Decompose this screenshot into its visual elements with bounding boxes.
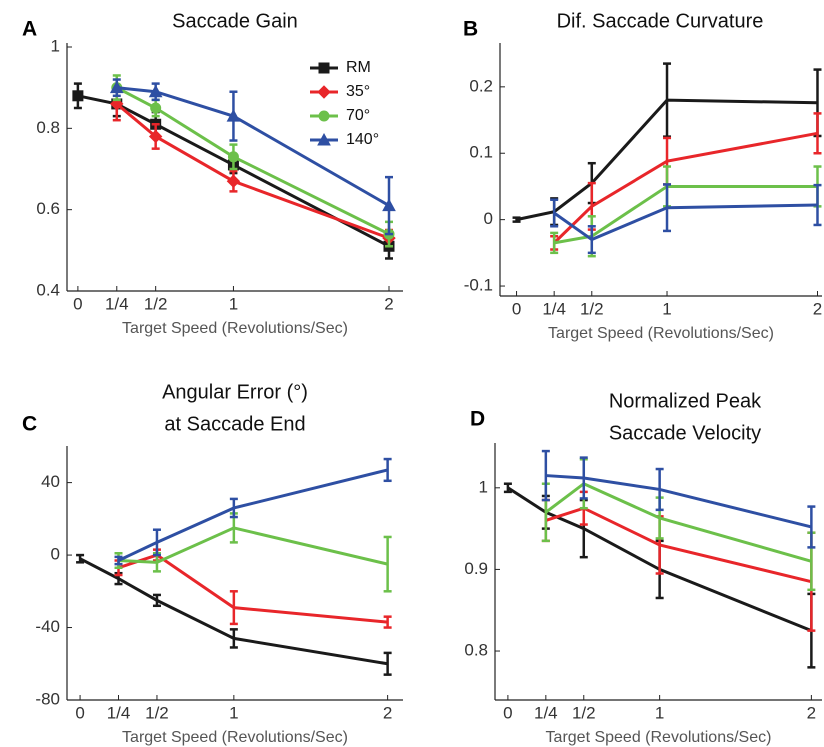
x-tick-label: 1/4 [534, 703, 558, 722]
legend-label: 35° [346, 83, 370, 100]
series-line [118, 553, 388, 624]
x-tick-label: 1/2 [572, 703, 596, 722]
x-tick-label: 2 [813, 299, 822, 318]
x-tick-label: 1/4 [542, 299, 566, 318]
y-tick-label: 40 [41, 472, 60, 491]
x-axis-label: Target Speed (Revolutions/Sec) [546, 729, 772, 746]
data-point [109, 80, 124, 94]
data-point [226, 174, 241, 188]
x-tick-label: 0 [512, 299, 521, 318]
data-point [227, 151, 239, 163]
panel-label: B [463, 18, 478, 41]
series-line [545, 506, 812, 584]
legend-label: RM [346, 59, 371, 76]
legend-marker [318, 110, 330, 122]
x-tick-label: 1 [662, 299, 671, 318]
y-tick-label: 0 [484, 209, 493, 228]
y-tick-label: 0.1 [469, 143, 493, 162]
x-tick-label: 2 [807, 703, 816, 722]
y-tick-label: -80 [35, 689, 60, 708]
y-tick-label: -40 [35, 617, 60, 636]
x-tick-label: 2 [383, 703, 392, 722]
legend-marker [317, 85, 331, 99]
x-tick-label: 1 [655, 703, 664, 722]
y-tick-label: 0.6 [36, 199, 60, 218]
series-line [545, 474, 812, 529]
legend-label: 70° [346, 107, 370, 124]
y-tick-label: 0.8 [464, 641, 488, 660]
series-line [118, 526, 388, 566]
panel-label: A [22, 18, 37, 41]
x-tick-label: 1 [229, 294, 238, 313]
legend-marker [317, 132, 331, 146]
x-axis-label: Target Speed (Revolutions/Sec) [122, 320, 348, 337]
series-line [553, 203, 818, 242]
data-point [226, 109, 241, 122]
data-point [148, 84, 163, 98]
series-line [117, 468, 388, 562]
series-line [115, 102, 390, 240]
x-tick-label: 1/4 [107, 703, 131, 722]
x-tick-label: 1/2 [144, 294, 168, 313]
y-tick-label: 1 [51, 36, 60, 55]
x-axis-label: Target Speed (Revolutions/Sec) [548, 325, 774, 342]
chart-title: Saccade Gain [172, 10, 298, 32]
x-tick-label: 0 [503, 703, 512, 722]
data-point [72, 90, 84, 102]
x-tick-label: 1/2 [580, 299, 604, 318]
x-tick-label: 0 [73, 294, 82, 313]
series-line [116, 86, 390, 207]
legend-marker [318, 62, 330, 74]
chart-title: at Saccade End [164, 413, 305, 435]
y-tick-label: 1 [479, 477, 488, 496]
chart-title: Angular Error (°) [162, 381, 308, 403]
y-tick-label: 0.8 [36, 118, 60, 137]
chart-title: Dif. Saccade Curvature [557, 10, 764, 32]
y-tick-label: 0 [51, 545, 60, 564]
x-tick-label: 1/4 [105, 294, 129, 313]
series-line [544, 481, 812, 563]
x-tick-label: 2 [384, 294, 393, 313]
data-point [382, 198, 396, 212]
chart-title: Normalized Peak [609, 390, 762, 412]
chart-title: Saccade Velocity [609, 422, 761, 444]
panel-label: C [22, 413, 37, 436]
x-tick-label: 0 [75, 703, 84, 722]
y-tick-label: 0.4 [36, 280, 60, 299]
y-tick-label: -0.1 [464, 276, 493, 295]
panel-label: D [470, 408, 485, 431]
y-tick-label: 0.2 [469, 76, 493, 95]
y-tick-label: 0.9 [464, 559, 488, 578]
data-point [148, 129, 163, 144]
series-line [116, 86, 390, 236]
x-axis-label: Target Speed (Revolutions/Sec) [122, 729, 348, 746]
series-line [553, 184, 818, 245]
x-tick-label: 1/2 [145, 703, 169, 722]
legend-label: 140° [346, 131, 379, 148]
data-point [150, 102, 162, 114]
x-tick-label: 1 [229, 703, 238, 722]
